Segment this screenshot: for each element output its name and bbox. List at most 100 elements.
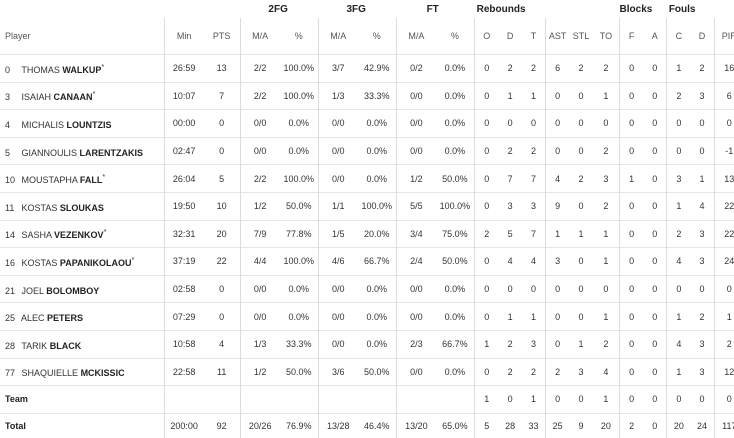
reb-t-cell: 3 xyxy=(521,191,547,221)
player-cell[interactable]: 4 MICHALIS LOUNTZIS xyxy=(0,109,165,138)
table-row[interactable]: 14 SASHA VEZENKOV* 32:31 20 7/9 77.8% 1/… xyxy=(0,219,734,248)
col-player[interactable]: Player xyxy=(0,18,165,55)
col-stl[interactable]: STL xyxy=(572,31,590,41)
min-cell: 02:58 xyxy=(164,274,204,303)
total-fouls-c: 20 xyxy=(666,412,691,438)
player-cell[interactable]: 0 THOMAS WALKUP* xyxy=(0,54,165,83)
col-ast[interactable]: AST xyxy=(548,31,567,41)
fouls-c-cell: 2 xyxy=(666,219,691,248)
player-cell[interactable]: 14 SASHA VEZENKOV* xyxy=(0,219,165,248)
col-to[interactable]: TO xyxy=(592,18,621,55)
fg2-ma-cell: 0/0 xyxy=(240,136,280,165)
player-first-name: MOUSTAPHA xyxy=(21,175,78,186)
player-cell[interactable]: 5 GIANNOULIS LARENTZAKIS xyxy=(0,136,165,165)
stl-cell: 2 xyxy=(569,54,593,83)
blocks-a-cell: 0 xyxy=(643,136,668,165)
col-fouls-d[interactable]: D xyxy=(690,18,715,55)
table-row[interactable]: 25 ALEC PETERS 07:29 0 0/0 0.0% 0/0 0.0%… xyxy=(0,302,734,331)
player-cell[interactable]: 10 MOUSTAPHA FALL* xyxy=(0,164,165,193)
fouls-d-cell: 4 xyxy=(690,191,715,221)
pts-cell: 7 xyxy=(203,81,241,110)
table-row[interactable]: 0 THOMAS WALKUP* 26:59 13 2/2 100.0% 3/7… xyxy=(0,54,734,83)
fg2-pct-cell: 0.0% xyxy=(279,274,320,303)
ft-ma-cell: 3/4 xyxy=(396,219,436,248)
col-2fg-ma[interactable]: M/A xyxy=(252,31,269,41)
pts-cell: 11 xyxy=(203,357,241,386)
table-row[interactable]: 77 SHAQUIELLE MCKISSIC 22:58 11 1/2 50.0… xyxy=(0,357,734,386)
fg2-ma-cell: 1/2 xyxy=(240,191,280,221)
reb-t-cell: 0 xyxy=(521,109,547,138)
table-row[interactable]: 4 MICHALIS LOUNTZIS 00:00 0 0/0 0.0% 0/0… xyxy=(0,109,734,138)
pir-cell: 1 xyxy=(714,302,734,331)
pts-cell: 0 xyxy=(203,109,241,138)
ft-pct-cell: 0.0% xyxy=(435,109,476,138)
to-cell: 4 xyxy=(592,357,621,386)
total-to: 20 xyxy=(592,412,621,438)
col-reb-t[interactable]: T xyxy=(521,18,547,55)
col-min[interactable]: Min xyxy=(176,31,192,41)
blocks-f-cell: 0 xyxy=(619,247,644,276)
stl-cell: 1 xyxy=(569,329,593,359)
table-row[interactable]: 28 TARIK BLACK 10:58 4 1/3 33.3% 0/0 0.0… xyxy=(0,329,734,359)
total-ft-pct: 65.0% xyxy=(435,412,476,438)
fg3-ma-cell: 4/6 xyxy=(318,247,358,276)
reb-o-cell: 2 xyxy=(474,219,499,248)
blocks-f-cell: 0 xyxy=(619,109,644,138)
col-blocks-f[interactable]: F xyxy=(628,31,635,41)
fg2-ma-cell: 1/3 xyxy=(240,329,280,359)
team-fouls-c: 0 xyxy=(666,385,691,414)
fg3-ma-cell: 0/0 xyxy=(318,109,358,138)
column-header-row: Player Min PTS M/A % M/A % M/A % O D T A… xyxy=(0,18,734,55)
col-reb-d[interactable]: D xyxy=(506,31,514,41)
fg2-ma-cell: 0/0 xyxy=(240,274,280,303)
col-pts[interactable]: PTS xyxy=(203,18,241,55)
to-cell: 2 xyxy=(592,136,621,165)
total-fg2-ma: 20/26 xyxy=(240,412,280,438)
player-cell[interactable]: 3 ISAIAH CANAAN* xyxy=(0,81,165,110)
table-row[interactable]: 16 KOSTAS PAPANIKOLAOU* 37:19 22 4/4 100… xyxy=(0,247,734,276)
player-cell[interactable]: 25 ALEC PETERS xyxy=(0,302,165,331)
table-row[interactable]: 21 JOEL BOLOMBOY 02:58 0 0/0 0.0% 0/0 0.… xyxy=(0,274,734,303)
player-number: 21 xyxy=(5,285,16,296)
team-ast: 0 xyxy=(545,385,570,414)
fouls-d-cell: 1 xyxy=(690,164,715,193)
col-3fg-ma[interactable]: M/A xyxy=(330,31,347,41)
stl-cell: 0 xyxy=(569,136,593,165)
fg3-ma-cell: 0/0 xyxy=(318,164,358,193)
fg2-pct-cell: 50.0% xyxy=(279,191,320,221)
table-row[interactable]: 3 ISAIAH CANAAN* 10:07 7 2/2 100.0% 1/3 … xyxy=(0,81,734,110)
player-cell[interactable]: 21 JOEL BOLOMBOY xyxy=(0,274,165,303)
ft-ma-cell: 0/0 xyxy=(396,357,436,386)
player-number: 10 xyxy=(5,175,16,186)
ft-pct-cell: 0.0% xyxy=(435,357,476,386)
player-cell[interactable]: 11 KOSTAS SLOUKAS xyxy=(0,191,165,221)
col-blocks-a[interactable]: A xyxy=(643,18,668,55)
col-2fg-pct[interactable]: % xyxy=(279,18,320,55)
col-3fg-pct[interactable]: % xyxy=(357,18,398,55)
team-reb-d: 0 xyxy=(498,385,522,414)
player-cell[interactable]: 28 TARIK BLACK xyxy=(0,329,165,359)
total-reb-o: 5 xyxy=(474,412,499,438)
fg3-pct-cell: 0.0% xyxy=(357,164,398,193)
col-ft-pct[interactable]: % xyxy=(435,18,476,55)
reb-t-cell: 4 xyxy=(521,247,547,276)
blocks-f-cell: 0 xyxy=(619,274,644,303)
table-row[interactable]: 5 GIANNOULIS LARENTZAKIS 02:47 0 0/0 0.0… xyxy=(0,136,734,165)
reb-o-cell: 0 xyxy=(474,54,499,83)
col-pir[interactable]: PIR xyxy=(721,31,734,41)
reb-d-cell: 1 xyxy=(498,302,522,331)
player-cell[interactable]: 16 KOSTAS PAPANIKOLAOU* xyxy=(0,247,165,276)
col-reb-o[interactable]: O xyxy=(483,31,491,41)
min-cell: 02:47 xyxy=(164,136,204,165)
fouls-c-cell: 1 xyxy=(666,357,691,386)
fg3-ma-cell: 1/3 xyxy=(318,81,358,110)
total-fouls-d: 24 xyxy=(690,412,715,438)
group-rebounds: Rebounds xyxy=(476,3,526,15)
player-cell[interactable]: 77 SHAQUIELLE MCKISSIC xyxy=(0,357,165,386)
fouls-d-cell: 3 xyxy=(690,357,715,386)
table-row[interactable]: 11 KOSTAS SLOUKAS 19:50 10 1/2 50.0% 1/1… xyxy=(0,191,734,221)
col-ft-ma[interactable]: M/A xyxy=(408,31,425,41)
table-row[interactable]: 10 MOUSTAPHA FALL* 26:04 5 2/2 100.0% 0/… xyxy=(0,164,734,193)
col-fouls-c[interactable]: C xyxy=(675,31,683,41)
ft-pct-cell: 0.0% xyxy=(435,54,476,83)
